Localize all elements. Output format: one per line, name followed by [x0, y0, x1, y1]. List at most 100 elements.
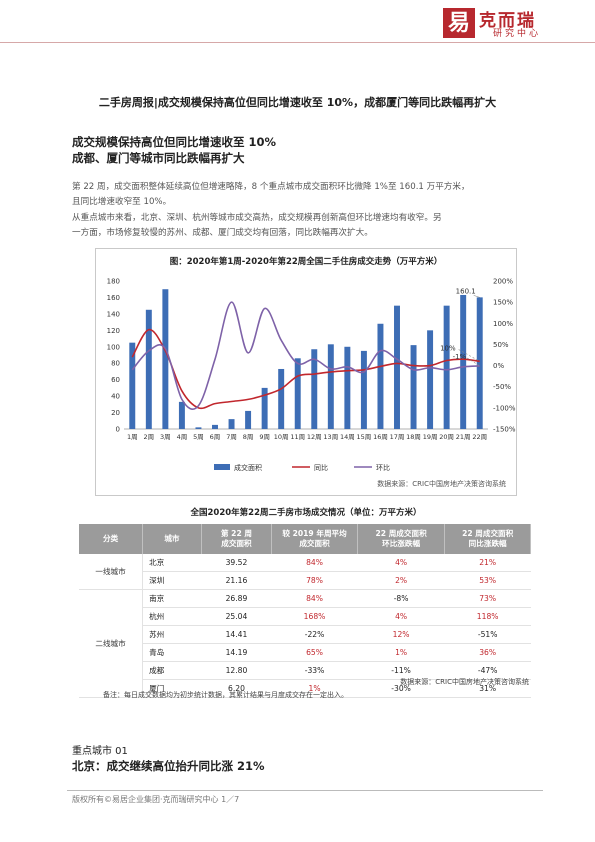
chart-bar [377, 323, 384, 429]
area-cell: 25.04 [201, 607, 272, 626]
y-right-tick-label: -150% [493, 426, 516, 434]
header-city: 城市 [142, 524, 202, 554]
x-tick-label: 11周 [290, 433, 305, 441]
chart-bar [460, 294, 467, 429]
table-row: 苏州 14.41 -22% 12% -51% [79, 625, 531, 644]
vs2019-cell: 65% [271, 643, 358, 662]
document-title: 二手房周报|成交规模保持高位但同比增速收至 10%，成都厦门等同比跌幅再扩大 [98, 96, 497, 109]
chart-bar [212, 424, 218, 429]
table-note: 备注：每日成交数据均为初步统计数据，其累计结果与月度成交存在一定出入。 [103, 691, 348, 699]
yoy-cell: 118% [444, 607, 531, 626]
mom-cell: 1% [357, 643, 445, 662]
y-left-tick-label: 120 [107, 327, 120, 335]
chart-bar [129, 342, 136, 429]
y-left-tick-label: 80 [111, 360, 120, 368]
chart-bar [311, 349, 318, 429]
yoy-cell: 21% [444, 554, 531, 572]
category-cell: 一线城市 [79, 554, 144, 590]
area-cell: 6.20 [201, 679, 272, 698]
vs2019-cell: -22% [271, 625, 358, 644]
legend-swatch-bar [214, 464, 230, 470]
x-tick-label: 21周 [456, 433, 471, 441]
chart-bar [294, 358, 301, 429]
legend-label: 成交面积 [234, 463, 262, 472]
city-cell: 北京 [142, 554, 202, 572]
y-left-tick-label: 40 [111, 393, 120, 401]
y-left-tick-label: 140 [107, 310, 120, 318]
table-row: 厦门 6.20 1% -30% 31% [79, 679, 531, 698]
annotation-yoy: 10% [440, 345, 456, 353]
x-tick-label: 18周 [406, 433, 421, 441]
mom-cell: -8% [357, 589, 445, 608]
annotation-mom: -1% [453, 353, 467, 361]
mom-cell: -30% [357, 679, 445, 698]
series-line-环比 [131, 301, 480, 410]
vs2019-cell: 84% [271, 554, 358, 572]
chart-source: 数据来源：CRIC中国房地产决策咨询系统 [377, 480, 506, 488]
x-tick-label: 9周 [259, 433, 270, 441]
mom-cell: 2% [357, 571, 445, 590]
section-subtitle-2: 成都、厦门等城市同比跌幅再扩大 [72, 151, 245, 165]
x-tick-label: 3周 [160, 433, 171, 441]
chart-bar [178, 401, 185, 429]
annotation-leader [458, 349, 480, 362]
vs2019-cell: 1% [271, 679, 358, 698]
city-cell: 青岛 [142, 643, 202, 662]
mom-cell: 4% [357, 607, 445, 626]
city-transaction-table: 分类 城市 第 22 周 成交面积 较 2019 年周平均 成交面积 22 周成… [79, 524, 531, 698]
x-tick-label: 7周 [226, 433, 237, 441]
logo-name: 克而瑞 [479, 11, 536, 31]
annotation-leader [467, 357, 480, 367]
y-right-tick-label: -50% [493, 383, 511, 391]
y-left-tick-label: 0 [116, 426, 120, 434]
y-right-tick-label: 100% [493, 320, 513, 328]
yoy-cell: 73% [444, 589, 531, 608]
y-right-tick-label: 0% [493, 362, 504, 370]
table-source: 数据来源：CRIC中国房地产决策咨询系统 [400, 678, 529, 686]
header-category: 分类 [79, 524, 144, 554]
x-tick-label: 12周 [307, 433, 322, 441]
section-heading: 北京：成交继续高位抬升同比涨 21% [72, 759, 265, 773]
city-cell: 成都 [142, 661, 202, 680]
x-tick-label: 22周 [472, 433, 487, 441]
chart-bar [410, 345, 417, 429]
logo-subtitle: 研究中心 [493, 29, 542, 39]
table-row: 深圳 21.16 78% 2% 53% [79, 571, 531, 590]
vs2019-cell: -33% [271, 661, 358, 680]
vs2019-cell: 84% [271, 589, 358, 608]
chart-bar [476, 297, 483, 429]
mom-cell: -11% [357, 661, 445, 680]
header-divider [0, 42, 595, 43]
header-vs2019: 较 2019 年周平均 成交面积 [271, 524, 358, 554]
x-tick-label: 6周 [210, 433, 221, 441]
mom-cell: 12% [357, 625, 445, 644]
chart-bar [145, 309, 152, 429]
chart-bar [327, 344, 334, 429]
annotation-leader [473, 295, 480, 298]
y-right-tick-label: 150% [493, 299, 513, 307]
y-left-tick-label: 100 [107, 343, 120, 351]
x-tick-label: 2周 [143, 433, 154, 441]
legend-label: 环比 [376, 463, 390, 472]
trend-chart: 0 20 40 60 80 100 120 140 160 180 -150% -100% -50% 0%… [107, 278, 516, 473]
vs2019-cell: 78% [271, 571, 358, 590]
city-cell: 南京 [142, 589, 202, 608]
x-tick-label: 5周 [193, 433, 204, 441]
yoy-cell: 31% [444, 679, 531, 698]
area-cell: 39.52 [201, 554, 272, 572]
x-tick-label: 1周 [127, 433, 138, 441]
x-tick-label: 17周 [390, 433, 405, 441]
header-mom: 22 周成交面积 环比涨跌幅 [357, 524, 446, 554]
y-left-tick-label: 160 [107, 294, 120, 302]
chart-bar [344, 346, 351, 429]
legend-label: 同比 [314, 463, 328, 472]
yoy-cell: 36% [444, 643, 531, 662]
y-right-tick-label: 50% [493, 341, 509, 349]
chart-bar [261, 387, 268, 429]
area-cell: 14.41 [201, 625, 272, 644]
chart-bar [228, 419, 235, 429]
section-subtitle-1: 成交规模保持高位但同比增速收至 10% [72, 135, 277, 149]
city-cell: 深圳 [142, 571, 202, 590]
chart-bar [278, 368, 285, 429]
section-label: 重点城市 01 [72, 746, 128, 757]
